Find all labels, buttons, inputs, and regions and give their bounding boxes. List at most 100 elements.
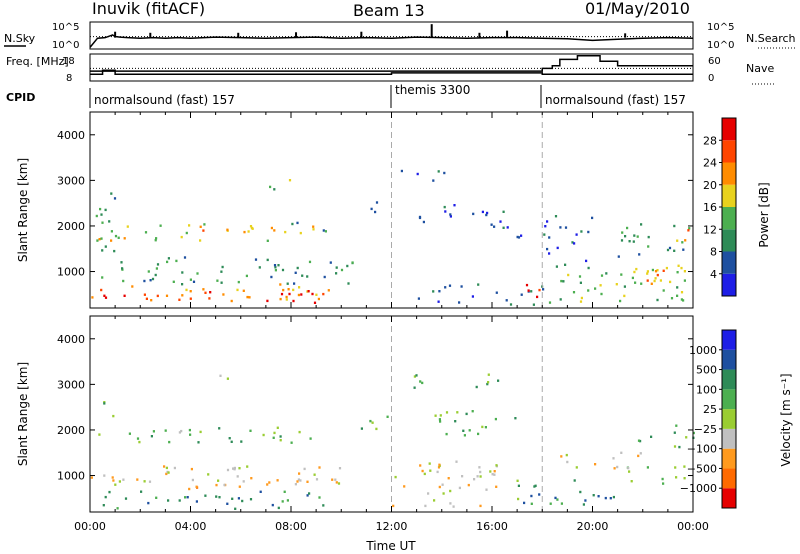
velocity-cell-169 bbox=[516, 479, 519, 482]
freq-tick-bottom: 8 bbox=[66, 73, 72, 84]
power-cell-109 bbox=[126, 225, 129, 228]
power-cell-264 bbox=[668, 246, 672, 250]
power-cell-270 bbox=[681, 241, 684, 244]
velocity-cell-64 bbox=[103, 474, 106, 477]
power-cell-146 bbox=[288, 179, 292, 182]
velocity-cbar-seg-8 bbox=[722, 330, 736, 350]
velocity-cell-104 bbox=[262, 433, 265, 437]
time-tick-label-5: 20:00 bbox=[577, 520, 609, 533]
velocity-cell-84 bbox=[238, 485, 241, 488]
velocity-cell-130 bbox=[497, 379, 500, 382]
velocity-cell-242 bbox=[566, 460, 569, 464]
velocity-cell-108 bbox=[218, 427, 221, 430]
power-cell-150 bbox=[296, 221, 299, 225]
velocity-cell-151 bbox=[439, 420, 442, 423]
velocity-cell-57 bbox=[337, 482, 341, 485]
power-cell-148 bbox=[273, 188, 276, 191]
velocity-cbar-seg-2 bbox=[722, 448, 736, 469]
power-cell-259 bbox=[615, 283, 618, 286]
power-cell-289 bbox=[580, 230, 583, 233]
velocity-cell-226 bbox=[673, 431, 676, 434]
power-cell-23 bbox=[204, 291, 207, 294]
power-cell-95 bbox=[121, 267, 124, 270]
power-cell-67 bbox=[181, 271, 184, 274]
power-cell-184 bbox=[509, 303, 513, 306]
velocity-cell-182 bbox=[493, 473, 496, 476]
power-cell-199 bbox=[432, 290, 435, 293]
velocity-cell-29 bbox=[231, 497, 234, 500]
power-cell-151 bbox=[291, 222, 294, 226]
power-cell-294 bbox=[575, 233, 578, 236]
velocity-cell-63 bbox=[167, 471, 170, 474]
velocity-cell-56 bbox=[148, 480, 152, 483]
power-cell-231 bbox=[653, 279, 656, 283]
velocity-cell-158 bbox=[441, 483, 444, 486]
power-cell-263 bbox=[673, 224, 676, 228]
power-cell-126 bbox=[100, 237, 103, 240]
power-cell-202 bbox=[538, 288, 541, 292]
power-cell-65 bbox=[220, 270, 223, 273]
power-cell-292 bbox=[548, 236, 551, 239]
power-cell-128 bbox=[144, 231, 148, 234]
velocity-cell-20 bbox=[195, 500, 198, 503]
velocity-cell-2 bbox=[155, 496, 158, 499]
power-cell-139 bbox=[95, 214, 98, 218]
power-cell-246 bbox=[562, 280, 565, 283]
power-cell-225 bbox=[600, 274, 604, 277]
power-cell-64 bbox=[293, 282, 296, 285]
power-cell-247 bbox=[680, 298, 683, 301]
power-cell-232 bbox=[646, 270, 649, 273]
power-cell-222 bbox=[676, 286, 679, 289]
noise-left-tick-top: 10^5 bbox=[52, 22, 79, 33]
velocity-cell-157 bbox=[479, 475, 482, 478]
time-tick-label-6: 00:00 bbox=[677, 520, 709, 533]
power-cell-187 bbox=[460, 285, 463, 288]
velocity-cell-75 bbox=[268, 481, 271, 484]
velocity-cell-7 bbox=[237, 497, 240, 500]
velocity-cell-92 bbox=[199, 430, 202, 434]
power-cell-131 bbox=[100, 213, 103, 216]
velocity-cell-24 bbox=[234, 507, 237, 510]
power-cell-12 bbox=[322, 292, 325, 296]
power-cell-219 bbox=[564, 263, 567, 266]
power-cell-117 bbox=[110, 239, 113, 242]
velocity-cell-192 bbox=[467, 483, 470, 487]
velocity-cell-196 bbox=[517, 484, 520, 487]
power-ytick-label-2000: 2000 bbox=[57, 220, 85, 233]
power-cell-255 bbox=[635, 267, 638, 271]
power-cell-251 bbox=[665, 266, 668, 270]
velocity-cell-103 bbox=[164, 429, 167, 432]
freq-frame bbox=[89, 53, 694, 82]
velocity-cell-33 bbox=[236, 475, 239, 478]
power-cell-171 bbox=[485, 213, 488, 217]
power-cell-29 bbox=[242, 289, 245, 292]
velocity-cell-23 bbox=[286, 499, 289, 502]
power-cell-152 bbox=[324, 230, 327, 233]
velocity-cell-72 bbox=[318, 466, 321, 469]
power-cell-162 bbox=[499, 220, 502, 223]
power-cell-100 bbox=[346, 264, 349, 268]
velocity-cell-67 bbox=[207, 473, 210, 476]
power-cell-249 bbox=[633, 270, 636, 274]
power-cell-242 bbox=[634, 281, 637, 284]
velocity-cbar-label-3: −25 bbox=[694, 423, 717, 436]
power-cell-141 bbox=[104, 245, 107, 248]
velocity-cell-34 bbox=[226, 468, 230, 472]
power-cell-76 bbox=[266, 258, 269, 262]
power-cell-86 bbox=[308, 260, 312, 264]
velocity-cell-175 bbox=[403, 485, 406, 488]
velocity-cell-217 bbox=[675, 476, 678, 479]
power-cell-230 bbox=[680, 266, 683, 270]
power-cell-35 bbox=[104, 296, 108, 299]
power-cell-254 bbox=[669, 280, 672, 284]
power-cell-213 bbox=[600, 292, 603, 296]
power-cell-27 bbox=[317, 297, 320, 301]
velocity-cell-90 bbox=[228, 437, 231, 440]
velocity-cell-76 bbox=[163, 465, 166, 468]
velocity-cell-70 bbox=[299, 479, 302, 482]
power-cell-30 bbox=[282, 288, 285, 292]
power-cell-121 bbox=[114, 234, 118, 238]
velocity-cell-136 bbox=[494, 417, 497, 421]
power-cell-43 bbox=[300, 293, 303, 296]
power-cell-104 bbox=[284, 230, 287, 234]
